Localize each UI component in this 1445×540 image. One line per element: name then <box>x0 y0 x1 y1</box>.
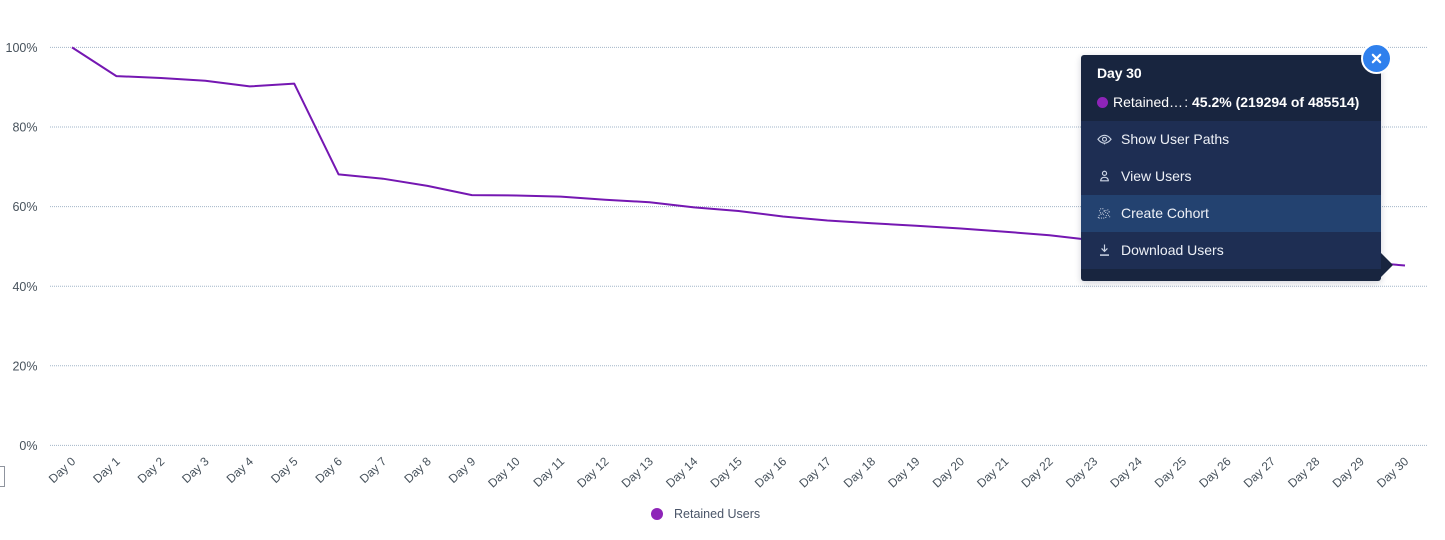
svg-text:Day 29: Day 29 <box>1330 454 1368 490</box>
svg-text:Day 5: Day 5 <box>268 454 301 486</box>
svg-text:Day 4: Day 4 <box>224 454 257 486</box>
svg-text:100%: 100% <box>6 41 38 55</box>
svg-text:Day 20: Day 20 <box>930 454 968 490</box>
svg-text:Day 13: Day 13 <box>619 454 657 490</box>
svg-text:Day 11: Day 11 <box>530 454 567 490</box>
svg-text:Day 26: Day 26 <box>1196 454 1234 490</box>
svg-text:Day 24: Day 24 <box>1107 454 1145 490</box>
svg-text:Day 3: Day 3 <box>179 454 212 486</box>
svg-text:Day 27: Day 27 <box>1241 454 1279 490</box>
svg-text:60%: 60% <box>12 200 37 214</box>
svg-text:Day 17: Day 17 <box>796 454 834 490</box>
svg-text:Day 15: Day 15 <box>708 454 746 490</box>
svg-text:40%: 40% <box>12 280 37 294</box>
svg-text:Day 23: Day 23 <box>1063 454 1101 490</box>
svg-text:Day 30: Day 30 <box>1374 454 1412 490</box>
svg-text:Day 25: Day 25 <box>1152 454 1190 490</box>
svg-text:Day 28: Day 28 <box>1285 454 1323 490</box>
svg-text:Day 1: Day 1 <box>90 454 123 486</box>
svg-text:20%: 20% <box>12 359 37 373</box>
svg-text:0%: 0% <box>19 439 37 453</box>
svg-text:Day 19: Day 19 <box>885 454 923 490</box>
svg-text:Day 18: Day 18 <box>841 454 879 490</box>
svg-text:Day 14: Day 14 <box>663 454 701 490</box>
svg-text:Day 0: Day 0 <box>46 454 79 486</box>
svg-text:Day 21: Day 21 <box>974 454 1012 490</box>
svg-text:Day 7: Day 7 <box>357 454 390 486</box>
svg-text:Day 16: Day 16 <box>752 454 790 490</box>
svg-text:Day 10: Day 10 <box>485 454 523 490</box>
svg-text:Day 12: Day 12 <box>574 454 612 490</box>
svg-text:Day 6: Day 6 <box>312 454 345 486</box>
svg-text:80%: 80% <box>12 121 37 135</box>
svg-text:Day 22: Day 22 <box>1019 454 1057 490</box>
svg-text:Day 2: Day 2 <box>135 454 168 486</box>
svg-text:Day 8: Day 8 <box>401 454 434 486</box>
svg-text:Day 9: Day 9 <box>446 454 479 486</box>
